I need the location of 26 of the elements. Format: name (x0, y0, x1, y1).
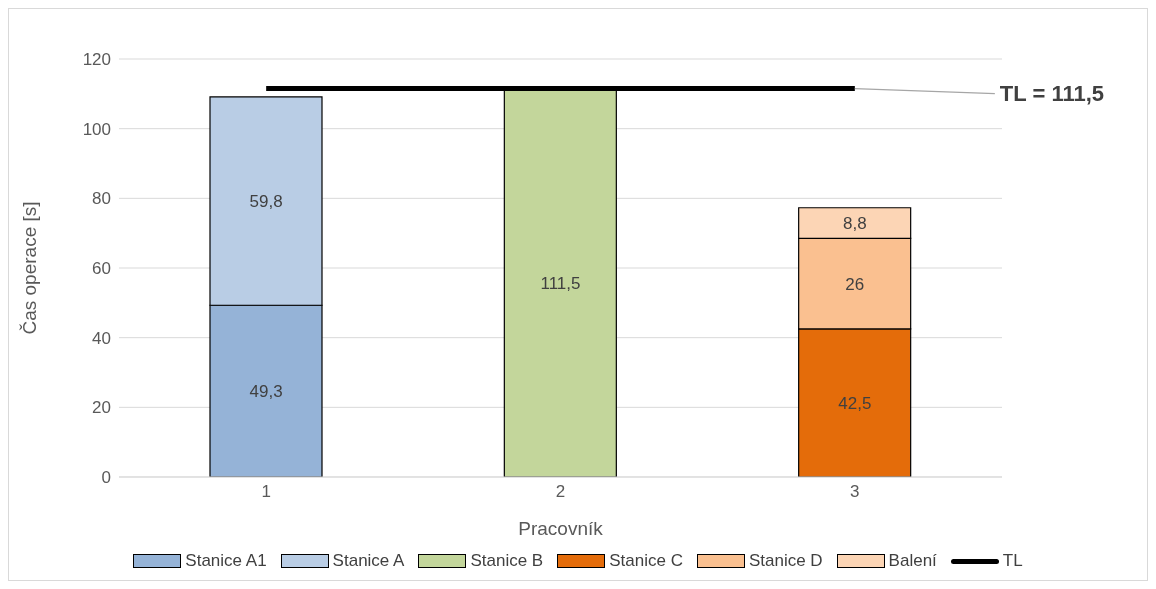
data-label: 111,5 (540, 273, 581, 293)
y-tick-label: 0 (101, 468, 111, 488)
legend-label: Stanice A (332, 551, 405, 571)
annotation: TL = 111,5 (999, 80, 1105, 106)
x-tick-label: 2 (555, 482, 566, 502)
data-label: 26 (845, 274, 865, 294)
legend-label: Balení (888, 551, 937, 571)
y-tick-label: 100 (82, 119, 111, 139)
legend-label: Stanice C (609, 551, 683, 571)
y-axis-title: Čas operace [s] (18, 201, 40, 335)
data-label: 8,8 (843, 214, 867, 234)
data-label: 49,3 (249, 382, 283, 402)
y-tick-label: 60 (92, 259, 111, 279)
legend-label: Stanice B (470, 551, 544, 571)
y-tick-label: 20 (92, 398, 111, 418)
y-tick-label: 40 (92, 328, 111, 348)
legend-label: Stanice A1 (185, 551, 267, 571)
x-tick-label: 3 (850, 482, 860, 502)
data-label: 42,5 (838, 393, 872, 413)
data-label: 59,8 (249, 192, 283, 212)
legend-label: Stanice D (748, 551, 823, 571)
x-axis-title: Pracovník (518, 518, 604, 539)
x-tick-label: 1 (261, 482, 271, 502)
y-tick-label: 120 (82, 50, 111, 70)
legend-label: TL (1002, 551, 1023, 571)
y-tick-label: 80 (92, 189, 111, 209)
